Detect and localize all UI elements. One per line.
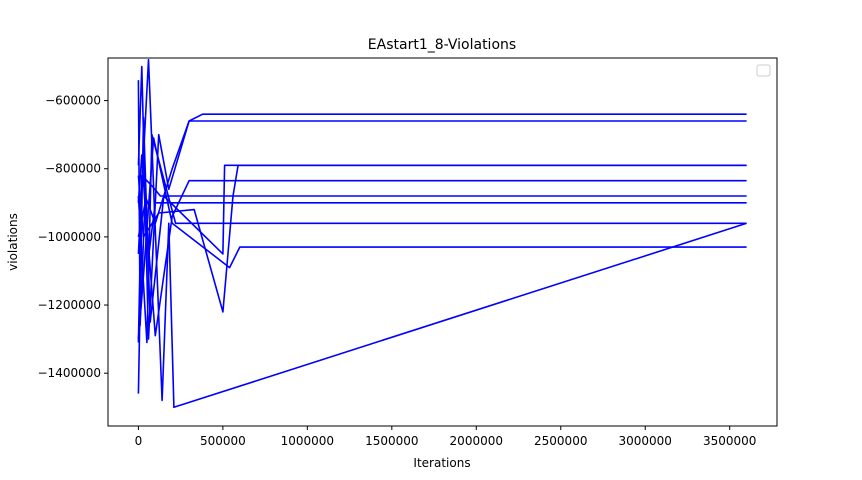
series-line-10 (137, 137, 747, 340)
chart-title: EAstart1_8-Violations (368, 37, 516, 53)
legend-box (756, 64, 771, 77)
y-tick-label: −600000 (45, 94, 101, 108)
x-tick-label: 0 (135, 434, 143, 448)
series-line-5 (137, 179, 747, 337)
series-line-1 (137, 65, 747, 340)
plot-frame (107, 57, 778, 427)
y-tick-label: −800000 (45, 162, 101, 176)
y-axis: −1400000 −1200000 −1000000 −800000 −600000 (38, 94, 108, 380)
y-tick-label: −1000000 (38, 230, 102, 244)
x-tick-label: 1500000 (365, 434, 418, 448)
y-tick-label: −1200000 (38, 298, 102, 312)
y-tick-label: −1400000 (38, 366, 102, 380)
x-tick-label: 2000000 (450, 434, 503, 448)
series-line-6 (137, 154, 747, 259)
x-tick-label: 500000 (200, 434, 246, 448)
x-axis-label: Iterations (413, 456, 470, 470)
x-tick-label: 3500000 (703, 434, 756, 448)
plot-area (108, 58, 777, 426)
x-tick-label: 1000000 (281, 434, 334, 448)
x-tick-label: 3000000 (619, 434, 672, 448)
series-line-9 (137, 58, 747, 409)
x-axis: 0 500000 1000000 1500000 2000000 2500000 30000… (135, 426, 756, 448)
y-axis-label: violations (6, 213, 20, 271)
x-tick-label: 2500000 (534, 434, 587, 448)
series-layer (137, 58, 747, 409)
